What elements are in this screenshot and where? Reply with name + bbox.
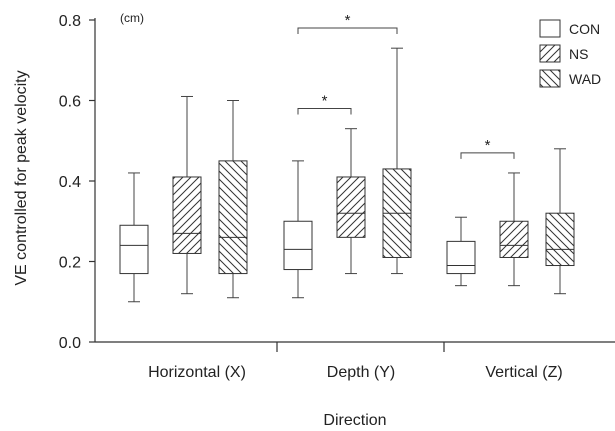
iqr-box: [336, 176, 366, 238]
legend-item: WAD: [539, 69, 601, 88]
box-plot-item: [336, 128, 366, 275]
significance-star: *: [322, 93, 328, 110]
box-plot-item: [446, 216, 476, 287]
x-tick-label: Vertical (Z): [485, 364, 562, 381]
box-plot-item: [119, 172, 149, 303]
legend: CON NS WAD: [539, 19, 601, 88]
legend-swatch: [539, 19, 561, 38]
legend-label: CON: [569, 21, 600, 37]
y-tick-label: 0.0: [59, 335, 81, 352]
significance-bracket: *: [460, 137, 515, 159]
y-tick-label: 0.8: [59, 13, 81, 30]
bracket-line: [460, 152, 515, 159]
box-series-group: [119, 47, 575, 303]
box-plot-item: [382, 47, 412, 275]
legend-label: WAD: [569, 71, 601, 87]
x-axis-title: Direction: [323, 412, 386, 429]
legend-item: CON: [539, 19, 600, 38]
iqr-box: [446, 240, 476, 275]
y-tick-label: 0.2: [59, 255, 81, 272]
legend-label: NS: [569, 46, 588, 62]
y-tick-label: 0.6: [59, 94, 81, 111]
x-tick-label: Horizontal (X): [148, 364, 246, 381]
iqr-box: [172, 176, 202, 254]
legend-item: NS: [539, 44, 588, 63]
box-plot-item: [172, 95, 202, 295]
iqr-box: [218, 160, 248, 275]
legend-swatch: [539, 44, 561, 63]
x-tick-label: Depth (Y): [327, 364, 395, 381]
axes: 0.0 0.2 0.4 0.6 0.8 Horizontal (X) Depth (Y) Ve…: [59, 13, 615, 381]
significance-star: *: [345, 12, 351, 29]
y-axis-title: VE controlled for peak velocity: [13, 70, 30, 285]
bracket-line: [297, 108, 352, 115]
significance-annotations: * * *: [297, 12, 515, 159]
box-plot-item: [545, 148, 575, 295]
box-plot-item: [283, 160, 313, 299]
box-plot-item: [218, 100, 248, 299]
unit-label: (cm): [120, 11, 144, 25]
bracket-line: [297, 27, 398, 35]
iqr-box: [499, 220, 529, 258]
significance-star: *: [485, 137, 491, 154]
y-tick-label: 0.4: [59, 174, 81, 191]
legend-swatch: [539, 69, 561, 88]
significance-bracket: *: [297, 12, 398, 35]
iqr-box: [119, 224, 149, 275]
iqr-box: [283, 220, 313, 271]
box-plot-item: [499, 172, 529, 287]
significance-bracket: *: [297, 93, 352, 115]
iqr-box: [545, 212, 575, 267]
